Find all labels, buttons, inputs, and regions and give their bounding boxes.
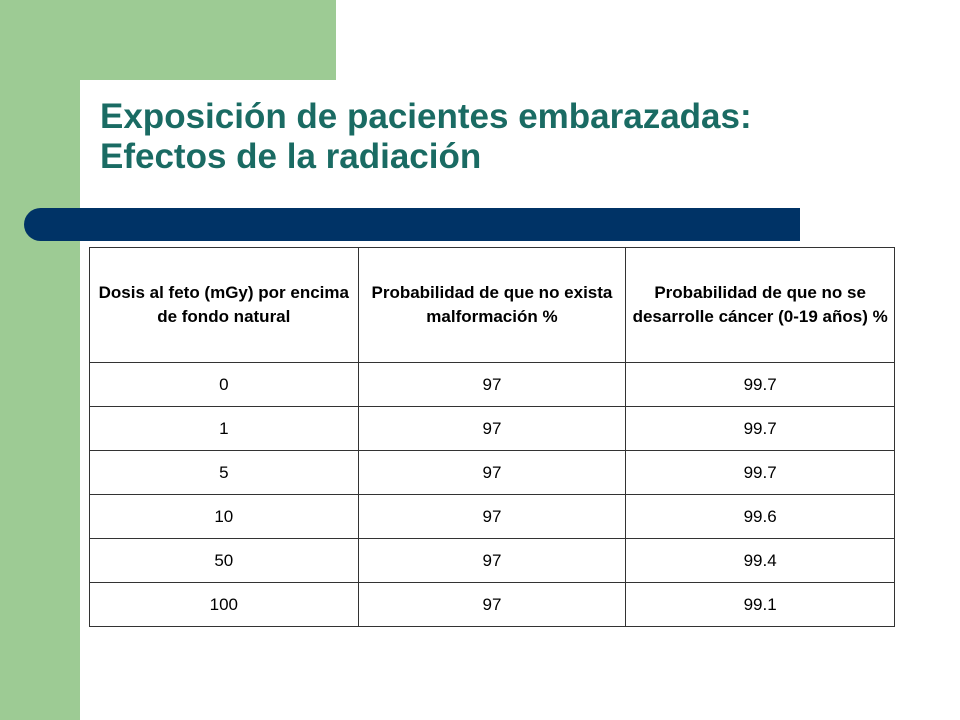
cell-no-malformation: 97 [357, 538, 627, 583]
cell-dose: 50 [89, 538, 359, 583]
header-no-cancer: Probabilidad de que no se desarrolle cán… [625, 247, 895, 363]
table-row: 0 97 99.7 [89, 362, 895, 407]
table-row: 100 97 99.1 [89, 582, 895, 627]
cell-no-malformation: 97 [357, 494, 627, 539]
cell-no-malformation: 97 [357, 362, 627, 407]
slide-title-line-1: Exposición de pacientes embarazadas: [100, 97, 752, 136]
slide-title-line-2: Efectos de la radiación [100, 137, 482, 176]
table-row: 1 97 99.7 [89, 406, 895, 451]
table-header-row: Dosis al feto (mGy) por encima de fondo … [89, 247, 895, 363]
cell-no-cancer: 99.7 [625, 450, 895, 495]
radiation-effects-table: Dosis al feto (mGy) por encima de fondo … [89, 247, 895, 627]
cell-no-malformation: 97 [357, 450, 627, 495]
cell-no-malformation: 97 [357, 582, 627, 627]
cell-no-cancer: 99.7 [625, 362, 895, 407]
cell-dose: 0 [89, 362, 359, 407]
cell-no-malformation: 97 [357, 406, 627, 451]
cell-no-cancer: 99.4 [625, 538, 895, 583]
table-row: 50 97 99.4 [89, 538, 895, 583]
header-no-malformation: Probabilidad de que no exista malformaci… [357, 247, 627, 363]
left-green-band [0, 0, 80, 720]
header-dose: Dosis al feto (mGy) por encima de fondo … [89, 247, 359, 363]
cell-dose: 10 [89, 494, 359, 539]
title-underline-bar [24, 208, 800, 241]
top-green-block [80, 0, 336, 80]
cell-no-cancer: 99.7 [625, 406, 895, 451]
table-row: 10 97 99.6 [89, 494, 895, 539]
cell-dose: 1 [89, 406, 359, 451]
cell-dose: 100 [89, 582, 359, 627]
table-row: 5 97 99.7 [89, 450, 895, 495]
cell-dose: 5 [89, 450, 359, 495]
slide-title: Exposición de pacientes embarazadas: Efe… [100, 97, 920, 177]
cell-no-cancer: 99.6 [625, 494, 895, 539]
cell-no-cancer: 99.1 [625, 582, 895, 627]
